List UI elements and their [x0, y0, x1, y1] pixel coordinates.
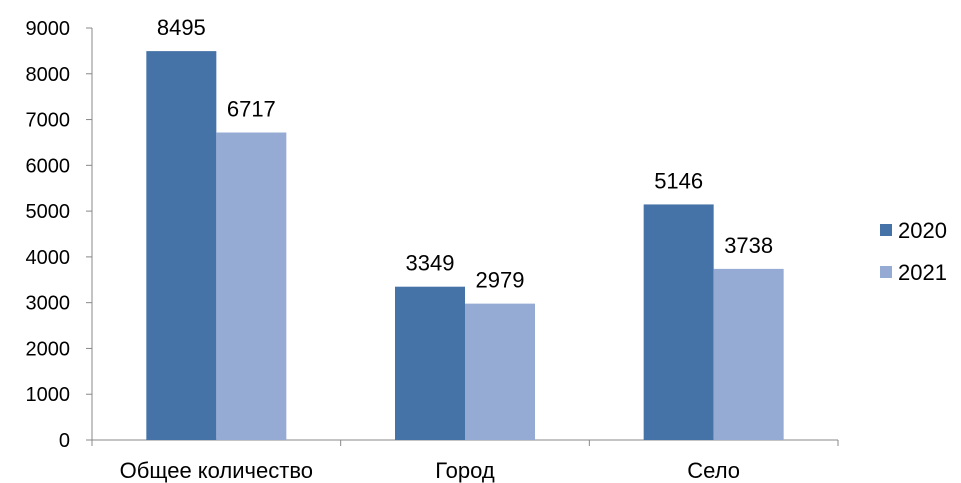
y-tick-label: 5000 — [26, 201, 71, 223]
bar-2021-1 — [216, 132, 287, 440]
legend-swatch — [880, 266, 892, 278]
bar-2021-2 — [465, 303, 535, 440]
bars — [146, 51, 784, 441]
bar-2020-1 — [146, 51, 217, 441]
y-tick-label: 2000 — [26, 338, 71, 360]
data-label: 5146 — [654, 168, 703, 193]
data-label: 8495 — [157, 15, 206, 40]
bar-2020-2 — [395, 286, 465, 440]
y-tick-label: 0 — [59, 430, 70, 452]
data-label: 2979 — [476, 268, 525, 293]
x-tick-label: Город — [435, 458, 495, 483]
y-tick-label: 4000 — [26, 247, 71, 269]
bar-2020-3 — [643, 204, 714, 440]
data-label: 6717 — [227, 97, 276, 122]
y-tick-label: 9000 — [26, 18, 71, 40]
legend-label: 2020 — [898, 218, 947, 243]
axes: 0 1000 2000 3000 4000 5000 6000 7000 8000 9000 — [26, 18, 839, 452]
data-label: 3349 — [406, 251, 455, 276]
legend-label: 2021 — [898, 260, 947, 285]
value-labels: 8495 6717 3349 2979 5146 3738 — [157, 15, 773, 293]
y-tick-label: 3000 — [26, 293, 71, 315]
legend: 2020 2021 — [880, 218, 947, 285]
x-tick-label: Общее количество — [120, 458, 313, 483]
data-label: 3738 — [724, 233, 773, 258]
y-tick-label: 6000 — [26, 155, 71, 177]
x-tick-label: Село — [687, 458, 740, 483]
y-tick-label: 8000 — [26, 64, 71, 86]
y-tick-label: 7000 — [26, 110, 71, 132]
bar-2021-3 — [713, 268, 784, 440]
category-labels: Общее количество Город Село — [120, 458, 740, 483]
legend-swatch — [880, 224, 892, 236]
y-tick-label: 1000 — [26, 384, 71, 406]
